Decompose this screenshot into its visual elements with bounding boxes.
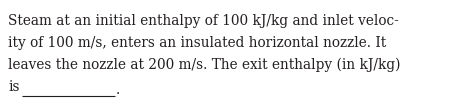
Text: is: is [8,80,19,94]
Text: .: . [116,83,120,97]
Text: leaves the nozzle at 200 m/s. The exit enthalpy (in kJ/kg): leaves the nozzle at 200 m/s. The exit e… [8,58,400,72]
Text: ity of 100 m/s, enters an insulated horizontal nozzle. It: ity of 100 m/s, enters an insulated hori… [8,36,386,50]
Text: Steam at an initial enthalpy of 100 kJ/kg and inlet veloc-: Steam at an initial enthalpy of 100 kJ/k… [8,14,399,28]
